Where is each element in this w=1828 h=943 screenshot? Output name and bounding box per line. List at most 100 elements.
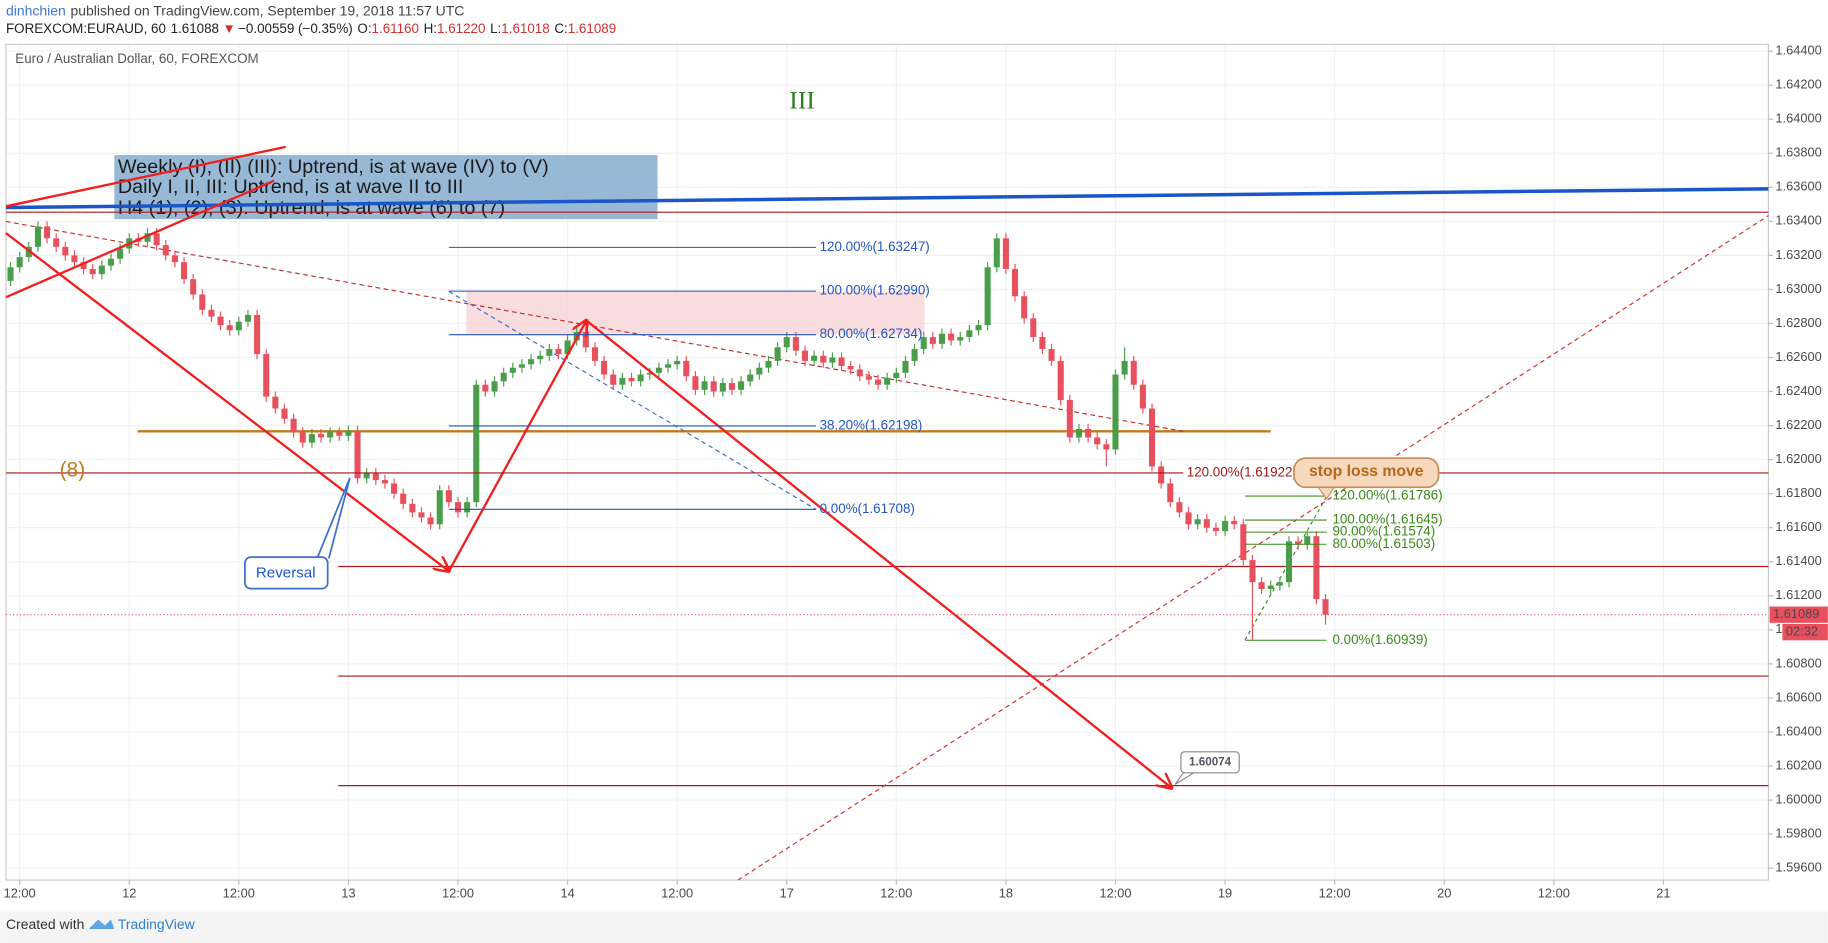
candle-body (62, 246, 69, 256)
y-tick-label: 1.62200 (1775, 417, 1821, 432)
callout-text: Reversal (256, 564, 316, 581)
candle-body (400, 493, 407, 504)
candle-body (254, 314, 261, 355)
y-tick-label: 1.60400 (1775, 723, 1821, 738)
count-label: (8) (60, 458, 86, 481)
candle-body (44, 226, 51, 239)
footer-bar (0, 911, 1828, 943)
candle-body (911, 348, 918, 361)
candle-body (765, 360, 772, 368)
candle-body (491, 381, 498, 392)
y-tick-label: 1.62400 (1775, 383, 1821, 398)
last-price-label: 1.61089 (1773, 606, 1819, 621)
candle-body (80, 262, 87, 269)
candle-body (838, 357, 845, 367)
candle-body (418, 512, 425, 518)
x-tick-label: 12:00 (880, 885, 912, 900)
candle-body (1148, 408, 1156, 467)
candle-body (263, 354, 270, 397)
candle-body (1057, 360, 1064, 401)
candle-body (500, 372, 507, 382)
x-tick-label: 19 (1218, 885, 1232, 900)
candle-body (664, 364, 672, 368)
candle-body (591, 347, 599, 361)
candle-body (1039, 337, 1046, 349)
candle-body (1194, 519, 1201, 525)
trend-dashed (737, 215, 1769, 881)
candle-body (317, 434, 325, 438)
candle-body (957, 337, 964, 341)
candle-body (865, 376, 872, 380)
candle-body (601, 360, 608, 375)
candle-body (756, 367, 763, 375)
footer-brand[interactable]: TradingView (118, 916, 196, 932)
fib-label: 120.00%(1.63247) (820, 239, 930, 254)
candle-body (1203, 519, 1210, 528)
candle-body (409, 503, 416, 513)
fib-label-bg (1183, 464, 1298, 482)
symbol: FOREXCOM:EURAUD, 60 (6, 21, 166, 36)
target-zone (466, 291, 925, 335)
candle-body (308, 434, 315, 443)
ohlc-key: L: (490, 21, 501, 36)
candles (7, 221, 1329, 641)
candle-body (1258, 582, 1265, 589)
price-tag (1180, 751, 1240, 774)
y-tick-label: 1.61200 (1775, 587, 1821, 602)
candle-body (299, 432, 306, 443)
trend-line (5, 179, 275, 299)
fib-diagonal (448, 290, 817, 510)
ohlc-key: O: (357, 21, 371, 36)
y-tick-label: 1.62000 (1775, 451, 1821, 466)
wave-arrow (585, 319, 1171, 788)
y-tick-label: 1.61600 (1775, 519, 1821, 534)
candle-body (445, 490, 452, 503)
price-tag-tail (1174, 772, 1195, 785)
candle-body (938, 333, 946, 344)
callout-tail (1316, 485, 1336, 500)
wave-arrow (5, 232, 449, 571)
candle-body (336, 432, 343, 436)
y-tick-label: 1.63200 (1775, 247, 1821, 262)
candle-body (1158, 466, 1165, 484)
candle-body (783, 337, 790, 348)
candle-body (1222, 520, 1229, 532)
footer-created: Created with (6, 916, 84, 932)
candle-body (893, 372, 900, 378)
candle-body (847, 366, 854, 370)
callout-tail (316, 477, 351, 559)
candle-body (1139, 384, 1146, 409)
candle-body (619, 377, 626, 385)
ohlc-key: C: (554, 21, 567, 36)
candle-body (1012, 268, 1019, 297)
author[interactable]: dinhchien (6, 2, 66, 18)
brand-logo (88, 919, 115, 930)
y-tick-label: 1.64200 (1775, 77, 1821, 92)
candle-body (920, 337, 927, 349)
candle-body (1267, 585, 1274, 589)
candle-body (993, 238, 1000, 268)
x-tick-label: 20 (1437, 885, 1451, 900)
y-tick-label: 1.61800 (1775, 485, 1821, 500)
candle-body (391, 483, 398, 494)
fib-label: 100.00%(1.61645) (1332, 512, 1442, 527)
fib-label: 0.00%(1.60939) (1332, 632, 1427, 647)
y-tick-label: 1.60000 (1775, 791, 1821, 806)
candle-body (509, 367, 516, 373)
candle-body (16, 257, 23, 268)
x-tick-label: 12:00 (661, 885, 693, 900)
candle-body (811, 355, 818, 361)
candle-body (1212, 527, 1219, 532)
candle-body (1130, 360, 1137, 385)
candle-body (1249, 560, 1256, 583)
y-tick-label: 1.62800 (1775, 315, 1821, 330)
y-tick-label: 1.63600 (1775, 179, 1821, 194)
x-tick-label: 12:00 (1099, 885, 1131, 900)
x-tick-label: 12:00 (223, 885, 255, 900)
candle-body (528, 359, 535, 365)
fib-label: 120.00%(1.61786) (1332, 488, 1442, 503)
x-tick-label: 12:00 (4, 885, 36, 900)
countdown-tag (1782, 624, 1828, 641)
published: published on TradingView.com, September … (70, 2, 464, 18)
ohlc-value: 1.61089 (568, 21, 616, 36)
